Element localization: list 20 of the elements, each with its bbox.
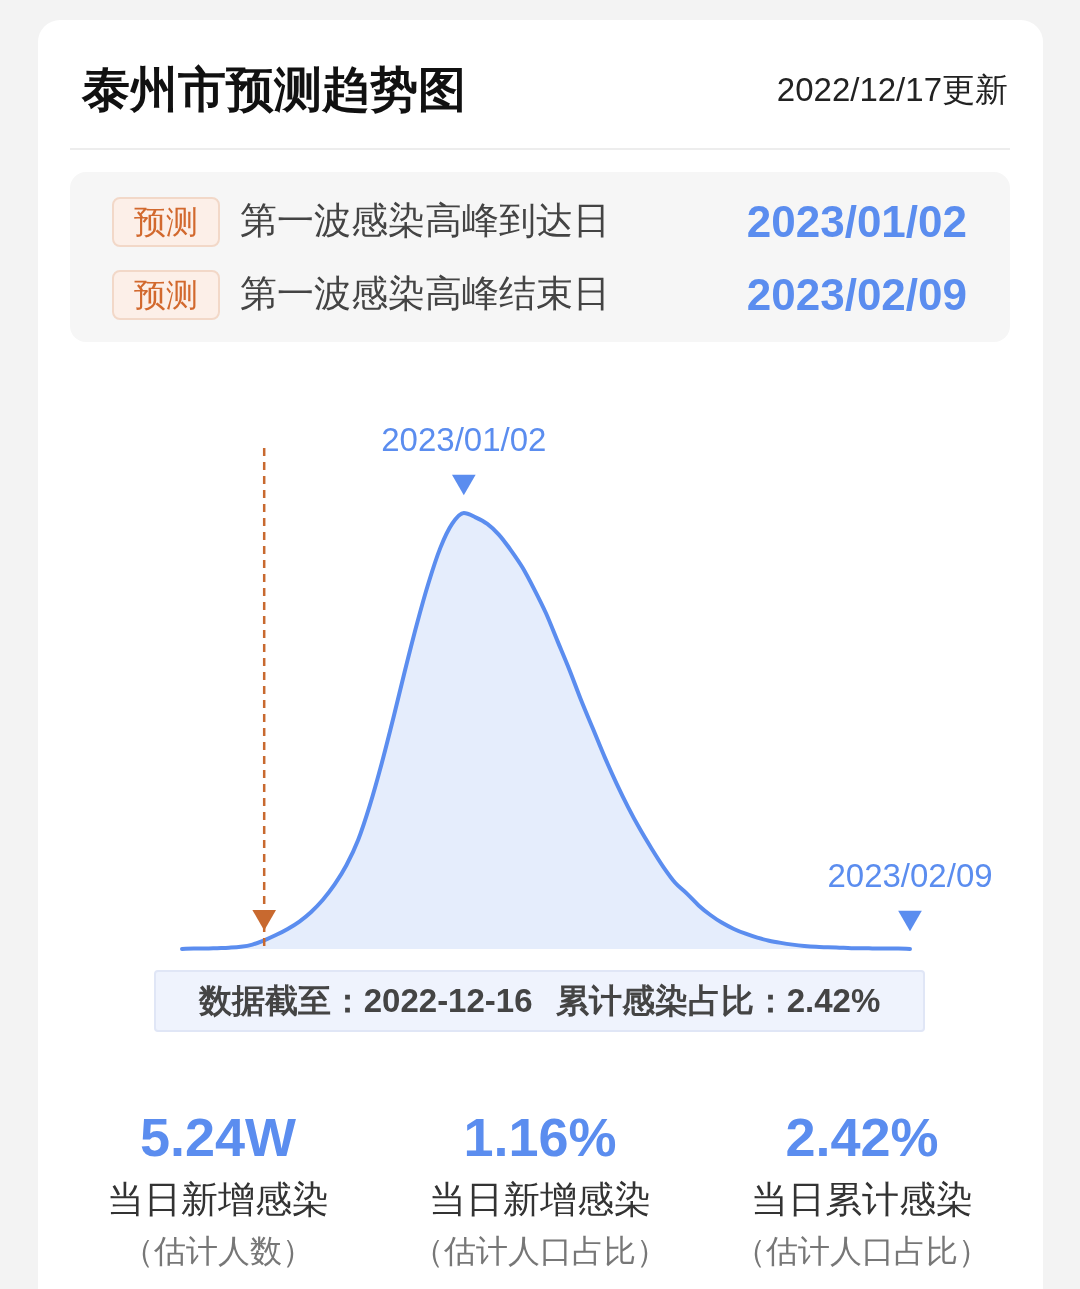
text: 2023/01/02	[746, 196, 967, 248]
text: 当日新增感染	[428, 1178, 652, 1222]
text: 当日累计感染	[750, 1178, 974, 1222]
text: 2.42%	[784, 1106, 940, 1169]
text: （估计人口占比）	[411, 1232, 669, 1271]
chart-subtitle: 2022/12/17更新	[776, 70, 1008, 110]
text: 数据截至：2022-12-16 累计感染占比：2.42%	[154, 970, 925, 1032]
text: （估计人数）	[121, 1232, 315, 1271]
text: 1.16%	[462, 1106, 618, 1169]
annotation: 2023/01/02	[381, 421, 547, 458]
text: 预测	[112, 270, 220, 320]
annotation: 2023/02/09	[827, 857, 993, 894]
text: （估计人口占比）	[733, 1232, 991, 1271]
chart-title: 泰州市预测趋势图	[82, 62, 466, 118]
text: 5.24W	[138, 1106, 298, 1169]
text: 第一波感染高峰到达日	[240, 199, 610, 243]
text: 预测	[112, 197, 220, 247]
text: 第一波感染高峰结束日	[240, 272, 610, 316]
text: 2023/02/09	[746, 269, 967, 321]
text: 当日新增感染	[106, 1178, 330, 1222]
